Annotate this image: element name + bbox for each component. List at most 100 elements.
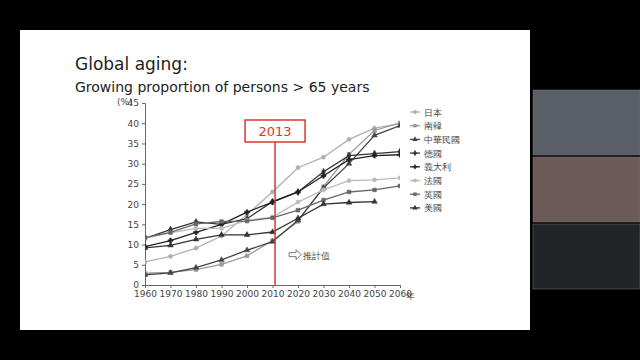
series-marker xyxy=(397,122,400,127)
series-marker xyxy=(219,226,223,230)
tick-label: 1970 xyxy=(160,289,183,299)
series-marker xyxy=(347,190,351,194)
tick-label: 2040 xyxy=(338,289,361,299)
x-axis: 1960197019801990200020102020203020402050… xyxy=(134,285,412,299)
series-marker xyxy=(296,166,300,170)
tick: 1980 xyxy=(185,285,208,299)
tick-mark xyxy=(142,285,145,286)
tick-mark xyxy=(142,245,145,246)
series-marker xyxy=(194,226,198,230)
series-marker xyxy=(193,264,199,269)
series-marker xyxy=(372,132,378,137)
series-marker xyxy=(372,198,378,203)
series-marker xyxy=(373,188,377,192)
tick: 35 xyxy=(128,139,145,149)
series-marker xyxy=(220,263,224,267)
background xyxy=(0,0,640,360)
marker-box xyxy=(245,120,305,142)
tick: 30 xyxy=(128,159,145,169)
series-marker xyxy=(372,153,377,158)
series-marker xyxy=(168,231,172,235)
series-line xyxy=(145,152,400,239)
tick: 20 xyxy=(128,199,145,209)
series-marker xyxy=(270,198,274,205)
tick-mark xyxy=(375,285,376,288)
series-marker xyxy=(321,201,327,206)
series-marker xyxy=(347,179,351,183)
legend-marker xyxy=(413,192,416,195)
legend-label: 德國 xyxy=(424,149,442,159)
series-marker xyxy=(397,152,400,157)
tick-mark xyxy=(142,143,145,144)
series-marker xyxy=(270,200,275,205)
series-line xyxy=(145,186,400,238)
series-marker xyxy=(296,200,300,204)
tick-mark xyxy=(142,204,145,205)
series-marker xyxy=(145,235,147,242)
legend-marker xyxy=(413,110,417,114)
tick-mark xyxy=(298,285,299,288)
series-line xyxy=(145,123,400,273)
marker-label: 2013 xyxy=(259,124,292,139)
tick: 2030 xyxy=(313,285,336,299)
tick-label: 0 xyxy=(133,280,139,290)
tick-label: 35 xyxy=(128,139,139,149)
legend-label: 英國 xyxy=(424,190,442,200)
series-marker xyxy=(219,232,225,237)
legend-marker xyxy=(413,179,417,183)
series-marker xyxy=(145,236,147,240)
tick: 2050 xyxy=(364,285,387,299)
tick-mark xyxy=(142,265,145,266)
tick-label: 2050 xyxy=(364,289,387,299)
tick: 5 xyxy=(133,260,145,270)
series-marker xyxy=(295,189,300,194)
axis-line xyxy=(146,286,401,289)
tick-label: 2010 xyxy=(262,289,285,299)
series-marker xyxy=(145,272,148,277)
series-marker xyxy=(321,155,325,159)
legend-label: 中華民國 xyxy=(424,135,460,145)
subtitle: Growing proportion of persons > 65 years xyxy=(75,79,369,95)
tick-mark xyxy=(196,285,197,288)
series-marker xyxy=(296,208,300,212)
series-marker xyxy=(271,239,275,243)
tick-mark xyxy=(273,285,274,288)
tick: 2040 xyxy=(338,285,361,299)
video-thumbnail xyxy=(533,157,640,222)
tick: 2000 xyxy=(236,285,259,299)
series-marker xyxy=(168,254,172,258)
legend-label: 南韓 xyxy=(424,121,442,131)
axis-line xyxy=(142,104,146,286)
slide xyxy=(20,30,530,330)
series-line xyxy=(145,178,400,238)
y-axis: 051015202530354045 xyxy=(128,98,146,290)
series-marker xyxy=(372,178,376,182)
tick-mark xyxy=(142,224,145,225)
tick-label: 40 xyxy=(128,119,140,129)
tick-label: 2020 xyxy=(287,289,310,299)
tick: 10 xyxy=(128,240,145,250)
series-marker xyxy=(270,215,274,219)
tick-label: 20 xyxy=(128,199,140,209)
series-line xyxy=(145,124,400,262)
legend-label: 日本 xyxy=(424,108,442,118)
series-marker xyxy=(321,173,326,178)
legend-label: 義大利 xyxy=(424,162,451,172)
series-marker xyxy=(220,220,224,224)
series-marker xyxy=(245,215,249,222)
tick-label: 30 xyxy=(128,159,140,169)
tick: 2010 xyxy=(262,285,285,299)
series-marker xyxy=(145,236,147,240)
series-line xyxy=(145,202,375,248)
series-line xyxy=(145,126,400,275)
tick-mark xyxy=(247,285,248,288)
series-marker xyxy=(245,218,249,222)
tick-label: 10 xyxy=(128,240,140,250)
legend-marker xyxy=(413,124,416,127)
series-marker xyxy=(169,231,173,235)
series-marker xyxy=(244,210,249,215)
tick-mark xyxy=(171,285,172,288)
tick: 2020 xyxy=(287,285,310,299)
tick-label: 1990 xyxy=(211,289,234,299)
series-marker xyxy=(346,199,352,204)
